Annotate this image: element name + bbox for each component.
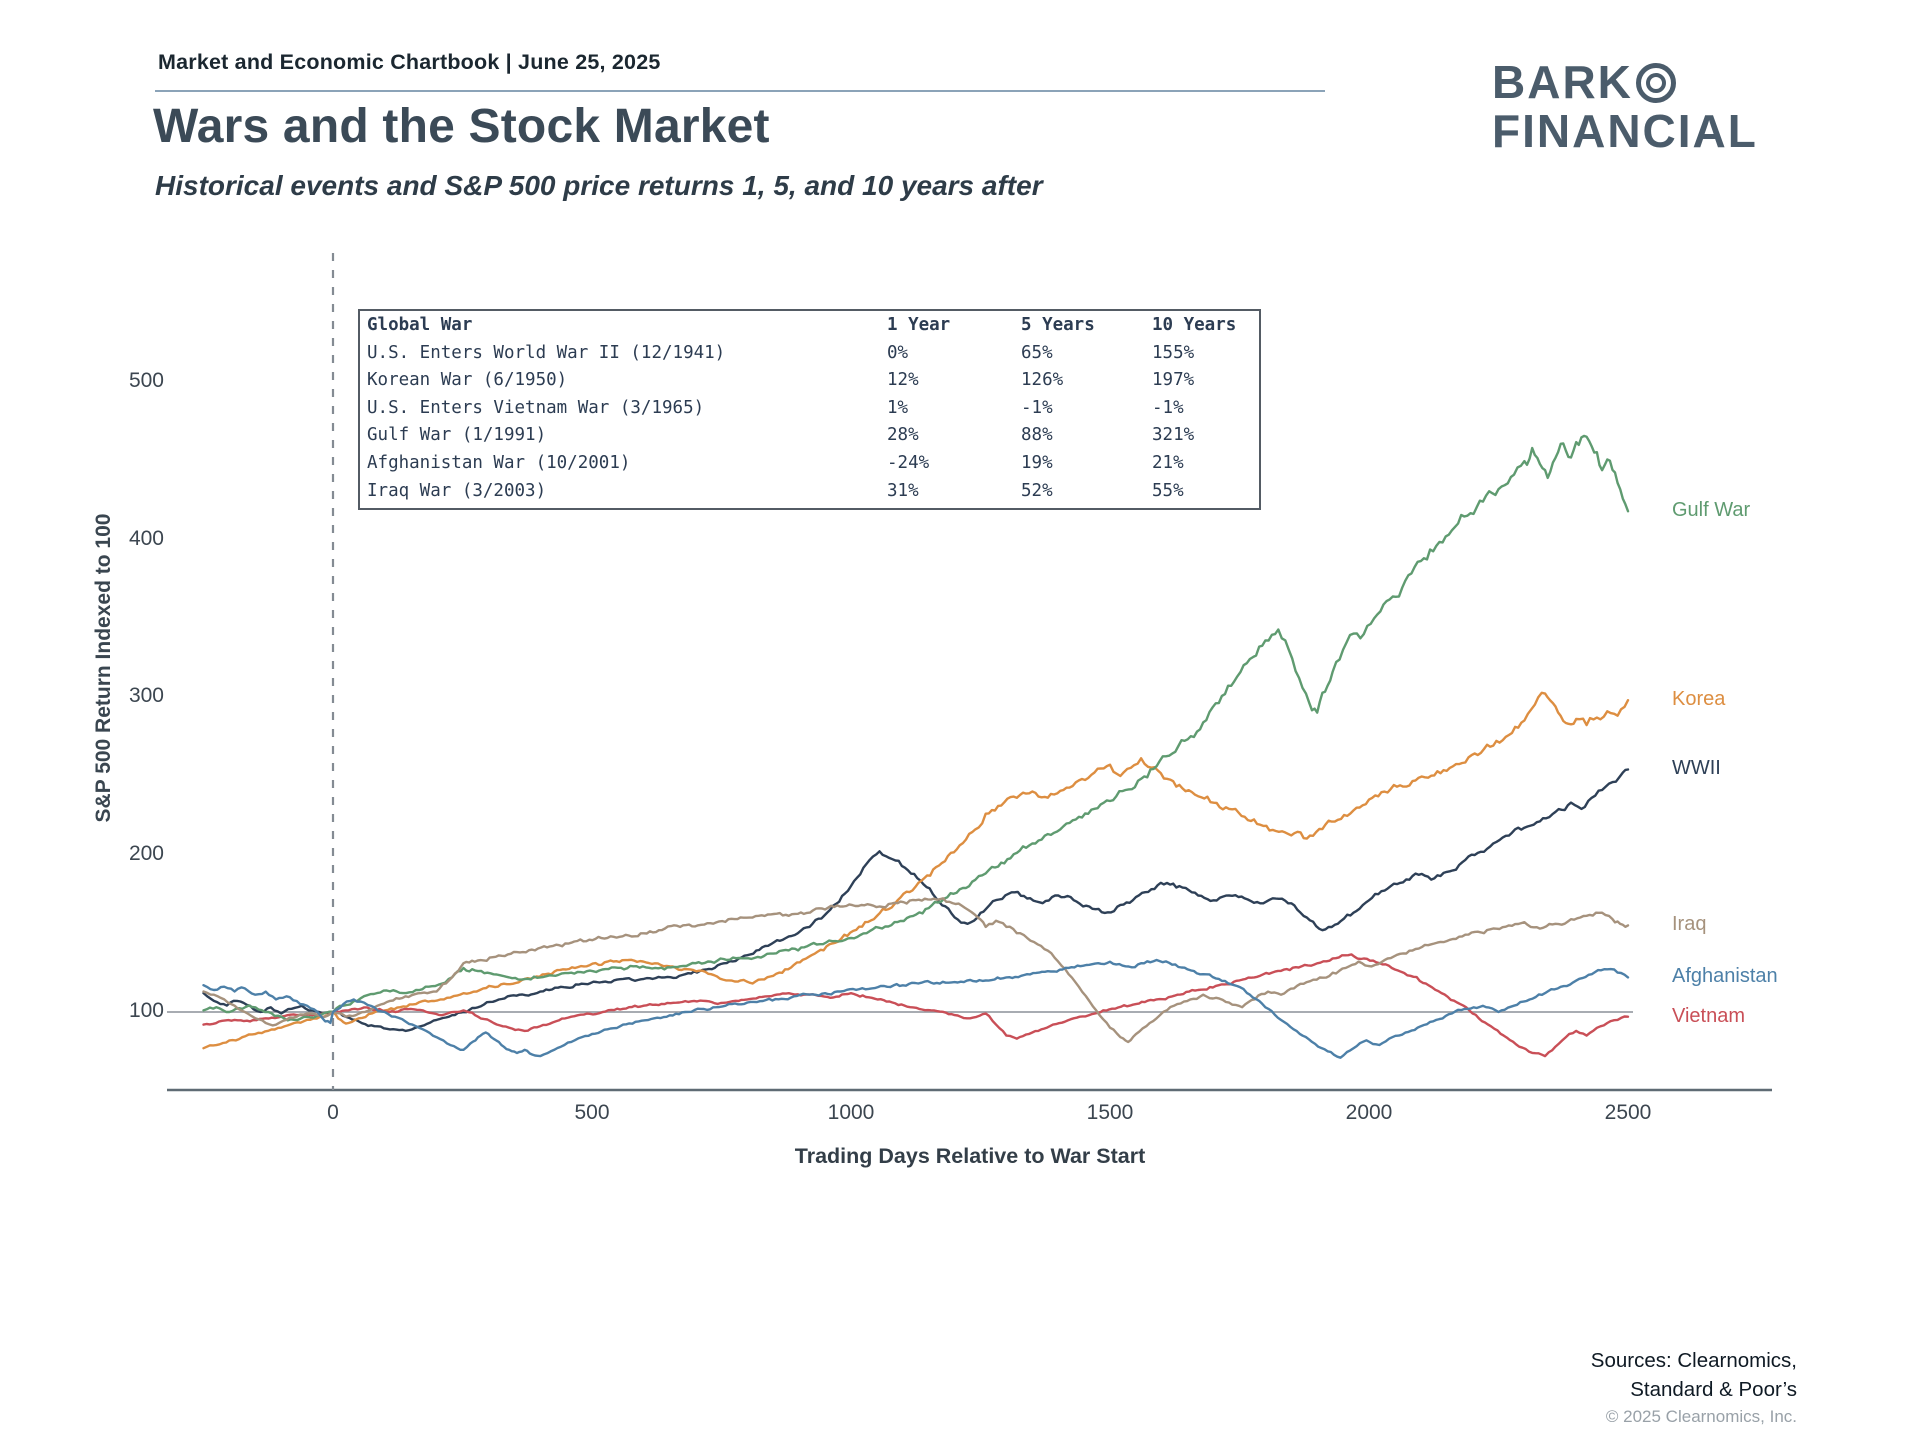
series-line-gulf-war — [202, 434, 1630, 1022]
table-return-cell: 88% — [1021, 425, 1053, 446]
x-tick-label-2000: 2000 — [1345, 1101, 1393, 1124]
table-return-cell: 126% — [1021, 370, 1064, 391]
logo-line1: BARK — [1492, 58, 1758, 107]
footer: Sources: Clearnomics, Standard & Poor’s … — [1591, 1346, 1797, 1427]
table-row: Korean War (6/1950) 12% 126% 197% — [360, 367, 1259, 395]
x-axis-title: Trading Days Relative to War Start — [794, 1144, 1146, 1168]
table-return-cell: 197% — [1152, 370, 1195, 391]
series-label-korea: Korea — [1672, 688, 1726, 711]
table-row: Gulf War (1/1991) 28% 88% 321% — [360, 422, 1259, 450]
table-return-cell: 21% — [1152, 452, 1184, 473]
logo-bullseye-icon — [1635, 62, 1676, 103]
table-header-row: Global War 1 Year 5 Years 10 Years — [360, 312, 1259, 340]
table-return-cell: 55% — [1152, 480, 1184, 501]
table-return-cell: 19% — [1021, 452, 1053, 473]
series-label-gulf-war: Gulf War — [1672, 499, 1751, 522]
series-label-afghanistan: Afghanistan — [1672, 965, 1778, 988]
table-event-cell: Gulf War (1/1991) — [367, 425, 547, 446]
table-return-cell: 12% — [887, 370, 919, 391]
table-row: U.S. Enters Vietnam War (3/1965) 1% -1% -1% — [360, 395, 1259, 423]
series-line-afghanistan — [202, 958, 1630, 1059]
table-return-cell: 155% — [1152, 342, 1195, 363]
y-tick-label-200: 200 — [128, 841, 164, 865]
table-return-cell: -1% — [1021, 397, 1053, 418]
logo-word-financial: FINANCIAL — [1492, 105, 1758, 157]
table-row: Iraq War (3/2003) 31% 52% 55% — [360, 478, 1259, 506]
page-subtitle: Historical events and S&P 500 price retu… — [155, 170, 1043, 201]
table-event-cell: U.S. Enters World War II (12/1941) — [367, 342, 726, 363]
table-header-cell: 1 Year — [887, 315, 951, 335]
series-label-iraq: Iraq — [1672, 913, 1707, 936]
table-event-cell: Korean War (6/1950) — [367, 370, 568, 391]
table-return-cell: 31% — [887, 480, 919, 501]
y-tick-label-500: 500 — [128, 369, 164, 392]
table-return-cell: -1% — [1152, 397, 1184, 418]
table-return-cell: 52% — [1021, 480, 1053, 501]
x-tick-label-1500: 1500 — [1086, 1101, 1134, 1124]
series-label-vietnam: Vietnam — [1672, 1004, 1746, 1027]
table-return-cell: 1% — [887, 397, 909, 418]
series-line-vietnam — [202, 953, 1630, 1058]
x-tick-label-0: 0 — [327, 1101, 339, 1124]
header-rule — [155, 90, 1325, 92]
series-line-wwii — [202, 768, 1630, 1033]
page-title: Wars and the Stock Market — [153, 100, 770, 153]
table-header-cell: 10 Years — [1152, 315, 1237, 335]
copyright: © 2025 Clearnomics, Inc. — [1605, 1407, 1797, 1426]
sources-line-2: Standard & Poor’s — [1630, 1378, 1797, 1401]
sources-line-1: Sources: Clearnomics, — [1590, 1349, 1797, 1372]
table-return-cell: 0% — [887, 342, 909, 363]
series-label-wwii: WWII — [1672, 757, 1721, 780]
company-logo: BARK FINANCIAL — [1492, 58, 1758, 156]
table-event-cell: Afghanistan War (10/2001) — [367, 452, 631, 473]
table-header-cell: Global War — [367, 315, 473, 335]
war-returns-table: Global War 1 Year 5 Years 10 Years U.S. Ente… — [358, 309, 1261, 511]
logo-bullseye-inner-icon — [1645, 72, 1666, 93]
y-tick-label-100: 100 — [128, 999, 164, 1022]
series-line-iraq — [202, 897, 1630, 1044]
y-tick-label-400: 400 — [128, 526, 164, 550]
logo-word-bark: BARK — [1492, 56, 1633, 108]
x-tick-label-1000: 1000 — [827, 1101, 875, 1124]
table-row: Afghanistan War (10/2001) -24% 19% 21% — [360, 450, 1259, 478]
table-return-cell: 65% — [1021, 342, 1053, 363]
table-return-cell: 28% — [887, 425, 919, 446]
table-row: U.S. Enters World War II (12/1941) 0% 65% 1… — [360, 340, 1259, 368]
table-return-cell: -24% — [887, 452, 930, 473]
y-tick-label-300: 300 — [128, 684, 164, 707]
x-tick-label-500: 500 — [574, 1101, 610, 1124]
table-event-cell: Iraq War (3/2003) — [367, 480, 547, 501]
chartbook-header: Market and Economic Chartbook | June 25,… — [158, 50, 661, 74]
series-line-korea — [202, 691, 1630, 1050]
y-axis-title: S&P 500 Return Indexed to 100 — [92, 513, 115, 823]
x-tick-label-2500: 2500 — [1604, 1101, 1652, 1124]
table-return-cell: 321% — [1152, 425, 1195, 446]
table-event-cell: U.S. Enters Vietnam War (3/1965) — [367, 397, 705, 418]
table-header-cell: 5 Years — [1021, 315, 1095, 335]
